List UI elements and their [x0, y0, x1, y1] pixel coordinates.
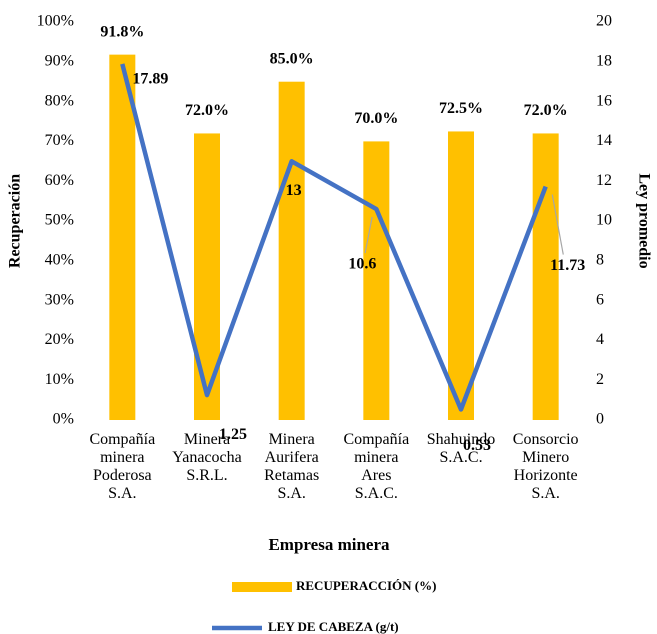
bar [194, 133, 220, 420]
bar-value-label: 91.8% [100, 23, 144, 40]
x-tick-label: Compañía minera Poderosa S.A. [89, 431, 155, 502]
y2-tick-label: 16 [596, 92, 612, 109]
y2-tick-label: 10 [596, 212, 612, 229]
y2-tick-label: 14 [596, 132, 612, 149]
y2-tick-label: 12 [596, 172, 612, 189]
bar [363, 141, 390, 420]
y2-tick-label: 20 [596, 13, 612, 30]
legend-label: RECUPERACCIÓN (%) [296, 578, 436, 593]
bar-value-label: 72.0% [524, 102, 568, 119]
bar [109, 54, 136, 421]
bar [532, 133, 559, 420]
x-tick-label: Compañía minera Ares S.A.C. [343, 431, 409, 502]
x-tick-label: Shahuindo S.A.C. [427, 431, 495, 466]
y2-tick-label: 8 [596, 251, 604, 268]
bar-value-label: 85.0% [270, 50, 314, 67]
y2-tick-label: 2 [596, 371, 604, 388]
y-tick-label: 80% [45, 92, 74, 109]
y-axis-title: Recuperación [7, 174, 24, 268]
y-tick-label: 60% [45, 172, 74, 189]
y2-axis-title: Ley promedio [635, 173, 652, 268]
x-axis-title: Empresa minera [268, 535, 390, 554]
y-tick-label: 50% [45, 212, 74, 229]
leader-line [551, 194, 564, 255]
line-value-label: 1.25 [219, 426, 247, 443]
bar-value-label: 70.0% [354, 110, 398, 127]
y2-tick-label: 6 [596, 291, 604, 308]
y-tick-label: 30% [45, 291, 74, 308]
leader-line [364, 216, 373, 254]
line-value-label: 11.73 [550, 257, 585, 274]
y-tick-label: 90% [45, 52, 74, 69]
x-tick-label: Consorcio Minero Horizonte S.A. [513, 431, 579, 502]
line-value-label: 13 [286, 182, 302, 199]
y-tick-label: 40% [45, 251, 74, 268]
bar [278, 81, 305, 420]
line-value-label: 0.53 [463, 437, 491, 454]
y-tick-label: 0% [53, 411, 74, 428]
y-tick-label: 100% [37, 13, 74, 30]
legend-swatch [232, 582, 292, 592]
y2-tick-label: 18 [596, 52, 612, 69]
bar [448, 131, 474, 420]
y-tick-label: 70% [45, 132, 74, 149]
y-tick-label: 20% [45, 331, 74, 348]
line [120, 63, 548, 412]
y2-tick-label: 0 [596, 411, 604, 428]
line-value-label: 10.6 [348, 256, 376, 273]
line-value-label: 17.89 [132, 71, 168, 88]
y-tick-label: 10% [45, 371, 74, 388]
x-tick-label: Minera Aurifera Retamas S.A. [264, 431, 319, 502]
y2-tick-label: 4 [596, 331, 604, 348]
legend-label: LEY DE CABEZA (g/t) [268, 619, 399, 634]
bar-value-label: 72.5% [439, 100, 483, 117]
bar-value-label: 72.0% [185, 102, 229, 119]
x-tick-label: Minera Yanacocha S.R.L. [172, 431, 241, 484]
